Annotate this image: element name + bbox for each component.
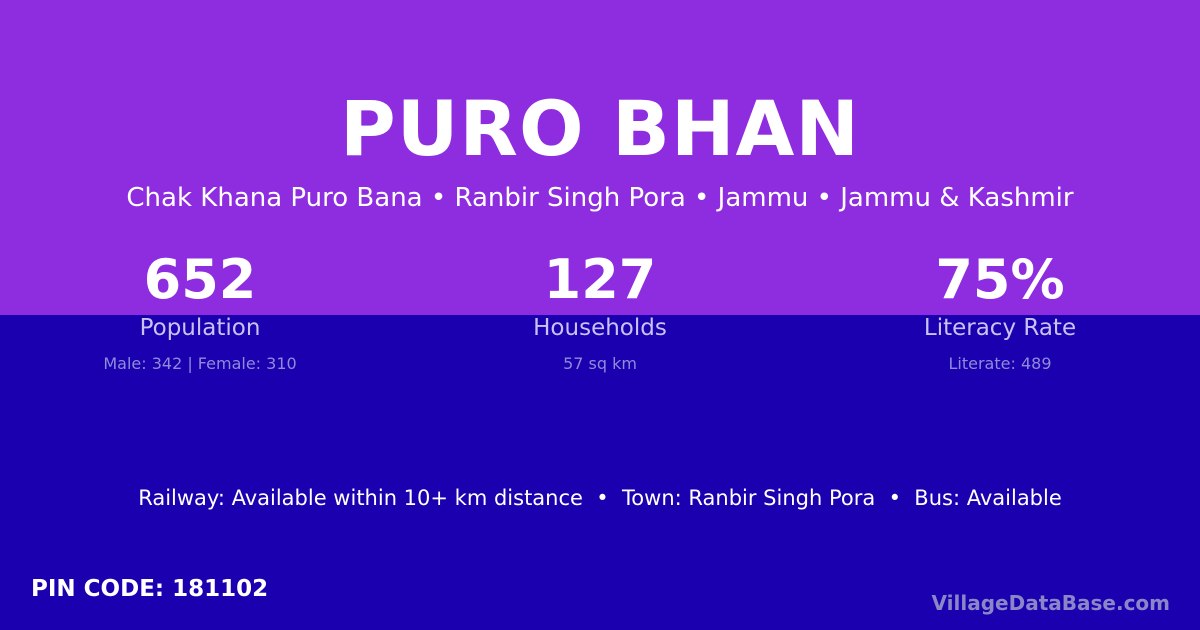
- stat-value: 652: [143, 248, 257, 311]
- stat-literacy: 75% Literacy Rate Literate: 489: [800, 0, 1200, 400]
- location-breadcrumb: Chak Khana Puro Bana • Ranbir Singh Pora…: [126, 183, 1074, 213]
- stat-detail: Literate: 489: [948, 354, 1052, 373]
- stat-detail: 57 sq km: [563, 354, 637, 373]
- stat-value: 127: [543, 248, 657, 311]
- stat-label: Households: [533, 315, 667, 341]
- stat-detail: Male: 342 | Female: 310: [103, 354, 297, 373]
- connectivity-info: Railway: Available within 10+ km distanc…: [138, 486, 1062, 510]
- pin-code: PIN CODE: 181102: [31, 576, 269, 602]
- stat-households: 127 Households 57 sq km: [400, 0, 800, 400]
- village-title: PURO BHAN: [340, 84, 860, 173]
- stat-value: 75%: [935, 248, 1065, 311]
- stat-population: 652 Population Male: 342 | Female: 310: [0, 0, 400, 400]
- stat-label: Population: [139, 315, 261, 341]
- stat-label: Literacy Rate: [923, 315, 1077, 341]
- brand-logo: VillageDataBase.com: [931, 591, 1170, 615]
- header-band: [0, 0, 1200, 315]
